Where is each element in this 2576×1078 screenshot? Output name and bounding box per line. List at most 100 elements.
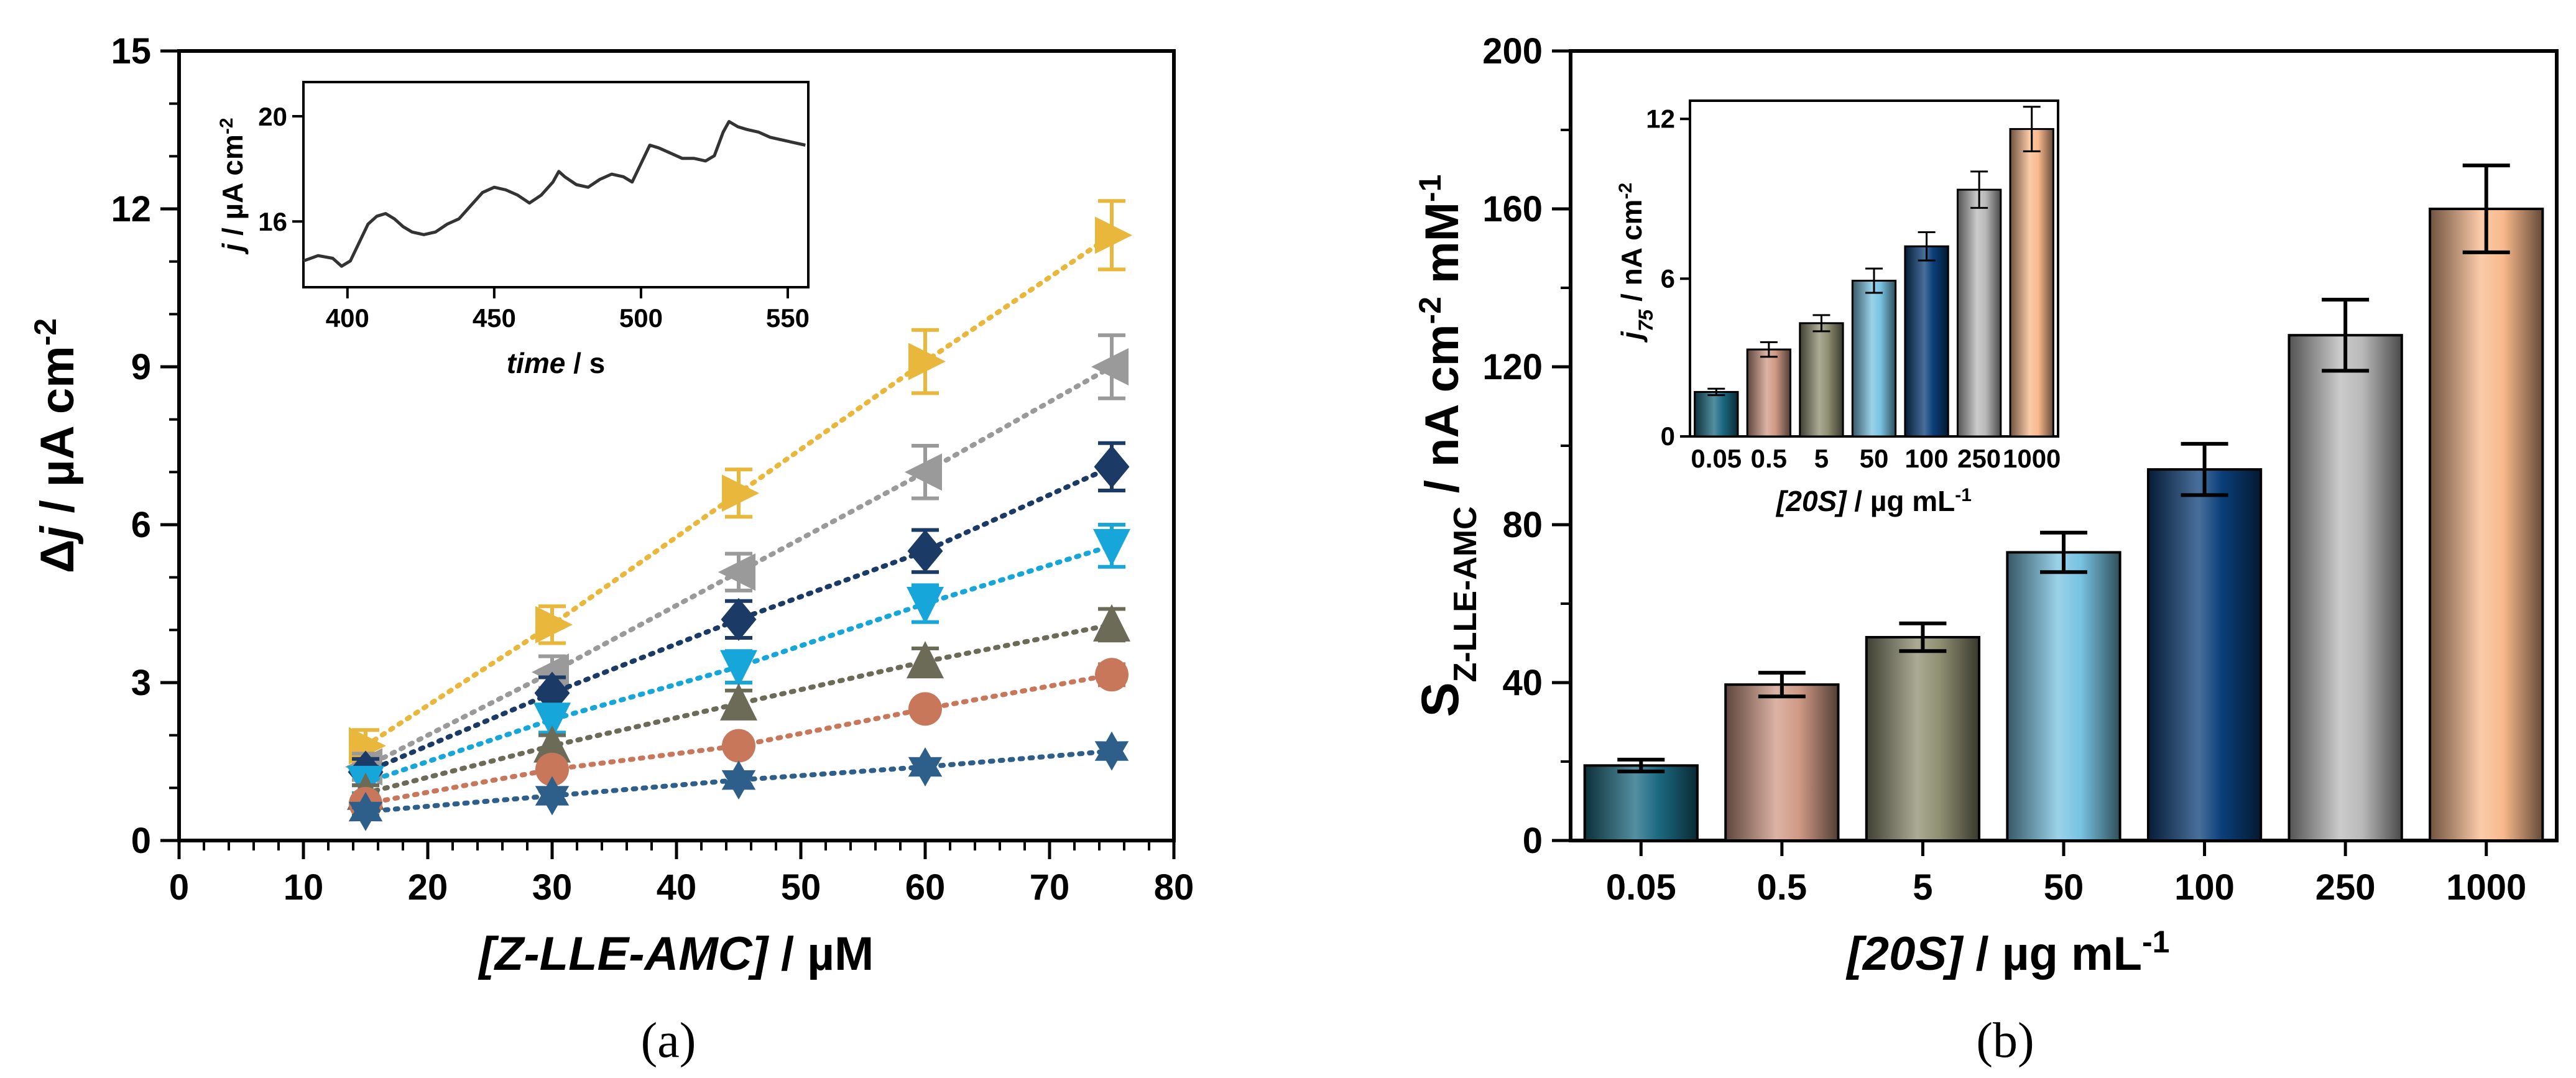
data-point	[722, 474, 759, 512]
inset-y-tick-label: 6	[1661, 264, 1675, 293]
x-tick-label: 40	[657, 867, 697, 908]
data-point	[721, 597, 757, 641]
y-tick-label: 120	[1482, 347, 1543, 387]
inset-a-xlabel: time / s	[507, 347, 606, 379]
data-point	[905, 453, 942, 491]
inset-bar	[1694, 390, 1739, 438]
bar	[2146, 468, 2263, 842]
x-tick-label: 80	[1154, 867, 1194, 908]
inset-bar	[2009, 128, 2054, 438]
x-tick-label: 250	[2315, 867, 2376, 908]
data-point	[1094, 731, 1129, 771]
inset-x-tick-label: 500	[619, 303, 663, 333]
y-tick-label: 15	[111, 31, 151, 71]
inset-y-tick-label: 20	[258, 102, 287, 131]
y-tick-label: 9	[131, 347, 151, 387]
fit-line	[363, 622, 1114, 796]
data-point	[720, 683, 757, 721]
inset-bar	[1799, 322, 1844, 438]
inset-y-tick-label: 16	[258, 207, 287, 236]
x-tick-label: 0.5	[1757, 867, 1807, 908]
data-point	[533, 725, 571, 763]
caption-b: (b)	[1976, 1013, 2034, 1068]
inset-x-tick-label: 100	[1905, 444, 1949, 473]
x-tick-label: 30	[532, 867, 573, 908]
inset-y-tick-label: 0	[1661, 422, 1675, 451]
data-point	[720, 650, 757, 688]
inset-x-tick-label: 550	[766, 303, 810, 333]
y-tick-label: 160	[1482, 189, 1543, 229]
x-tick-label: 0.05	[1606, 867, 1676, 908]
data-point	[533, 703, 571, 740]
x-tick-label: 100	[2174, 867, 2235, 908]
y-tick-label: 6	[131, 505, 151, 545]
series-1	[349, 199, 1132, 765]
y-tick-label: 200	[1482, 31, 1543, 71]
inset-x-tick-label: 0.5	[1751, 444, 1787, 473]
x-tick-label: 50	[2044, 867, 2084, 908]
bar	[1865, 635, 1981, 842]
data-point	[535, 606, 573, 643]
inset-x-tick-label: 5	[1814, 444, 1829, 473]
data-point	[1093, 604, 1130, 642]
y-tick-label: 12	[111, 189, 151, 229]
bar	[2287, 334, 2403, 842]
data-point	[535, 776, 570, 816]
bar	[1724, 683, 1840, 842]
data-point	[907, 587, 944, 624]
x-tick-label: 10	[284, 867, 324, 908]
inset-b-xlabel: [20S] / µg mL-1	[1775, 485, 1972, 518]
chart-b-inset: 0.05 0.5 5 50 100 250 1000 0 6 12 j75 / nA cm-2 […	[1615, 99, 2061, 518]
data-point	[907, 641, 944, 679]
x-tick-label: 1000	[2446, 867, 2526, 908]
y-tick-label: 3	[131, 663, 151, 703]
inset-a-frame	[302, 81, 810, 288]
x-tick-label: 5	[1913, 867, 1932, 908]
inset-x-tick-label: 450	[473, 303, 516, 333]
data-point	[1094, 445, 1130, 489]
data-point	[1095, 216, 1132, 254]
inset-x-tick-label: 50	[1860, 444, 1889, 473]
inset-x-tick-label: 0.05	[1691, 444, 1742, 473]
inset-bar	[1851, 280, 1897, 438]
fit-line	[363, 464, 1114, 775]
data-point	[908, 692, 942, 726]
y-tick-label: 0	[131, 821, 151, 861]
chart-a-inset: 400 450 500 550 16 20 j / µA cm-2 time / s	[216, 81, 810, 379]
y-tick-label: 80	[1502, 505, 1543, 545]
data-point	[722, 729, 755, 763]
caption-a: (a)	[641, 1013, 696, 1068]
inset-x-tick-label: 1000	[2003, 444, 2061, 473]
inset-b-ylabel: j75 / nA cm-2	[1615, 183, 1658, 343]
inset-x-tick-label: 250	[1957, 444, 2001, 473]
data-point	[908, 343, 946, 380]
bar	[2006, 551, 2121, 842]
chart-a-ylabel: Δj / µA cm-2	[28, 318, 84, 573]
bar	[2429, 208, 2544, 842]
series-7	[348, 731, 1129, 831]
chart-a-xlabel: [Z-LLE-AMC] / µM	[478, 928, 874, 980]
bar	[1583, 764, 1699, 842]
data-point	[1095, 658, 1129, 692]
data-point	[535, 752, 569, 786]
x-tick-label: 20	[408, 867, 448, 908]
x-tick-label: 50	[781, 867, 821, 908]
data-point	[1091, 348, 1129, 385]
inset-trace	[303, 120, 806, 268]
inset-a-ylabel: j / µA cm-2	[216, 117, 249, 254]
data-point	[721, 760, 756, 800]
data-point	[907, 529, 943, 573]
inset-bar	[1904, 245, 1949, 438]
series-4	[347, 523, 1130, 803]
data-point	[1093, 528, 1130, 566]
chart-b-ylabel: SZ-LLE-AMC / nA cm-2 mM-1	[1411, 175, 1484, 717]
chart-b-xlabel: [20S] / µg mL-1	[1846, 924, 2170, 980]
inset-bar	[1746, 348, 1792, 438]
data-point	[908, 747, 943, 786]
data-point	[718, 553, 755, 591]
x-tick-label: 0	[169, 867, 189, 908]
y-tick-label: 0	[1523, 821, 1543, 861]
